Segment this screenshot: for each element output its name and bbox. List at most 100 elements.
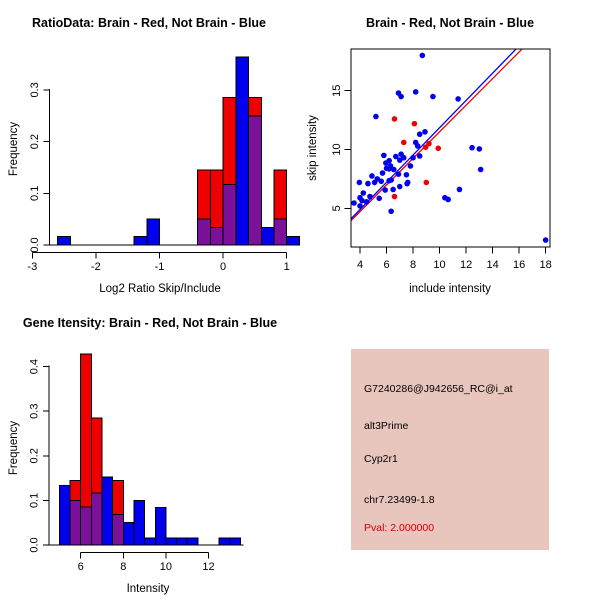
- scatter-point-blue: [376, 195, 383, 202]
- hist-bar-blue: [57, 236, 71, 246]
- scatter-point-blue: [477, 166, 484, 173]
- scatter-point-blue: [542, 237, 549, 243]
- hist-bar-blue: [186, 537, 199, 546]
- scatter-point-red: [411, 120, 418, 127]
- scatter-point-red: [391, 193, 398, 200]
- hist-bar-blue: [165, 537, 178, 546]
- y-tick-label: 0.0: [29, 237, 41, 252]
- x-axis-label: Intensity: [127, 583, 170, 595]
- x-tick-label: -2: [91, 261, 101, 273]
- scatter-point-red: [422, 144, 429, 150]
- hist-bar-overlap: [209, 226, 224, 246]
- scatter-point-blue: [393, 153, 399, 160]
- x-tick-label: 10: [160, 561, 172, 573]
- brain-fit-line: [351, 49, 523, 222]
- scatter-point-blue: [371, 179, 378, 186]
- plot-area: [351, 49, 549, 243]
- scatter-point-blue: [369, 173, 375, 179]
- scatter-point-blue: [403, 171, 410, 178]
- scatter-point-blue: [373, 113, 379, 120]
- scatter-point-blue: [412, 89, 419, 95]
- x-axis-label: Log2 Ratio Skip/Include: [99, 283, 220, 295]
- x-tick-label: 4: [357, 259, 363, 271]
- y-tick-label: 0.3: [29, 404, 41, 419]
- scatter-point-blue: [378, 178, 385, 185]
- hist-bar-blue: [133, 499, 146, 546]
- panel-info-box: G7240286@J942656_RC@i_at alt3Prime Cyp2r…: [300, 300, 600, 600]
- x-tick-label: 0: [220, 261, 226, 273]
- hist-bar-blue: [58, 485, 71, 546]
- plot-box: [350, 48, 551, 248]
- scatter-point-blue: [390, 186, 396, 193]
- scatter-point-blue: [388, 208, 394, 215]
- scatter-point-blue: [381, 152, 387, 159]
- scatter-point-blue: [365, 180, 371, 187]
- hist-bar-overlap: [197, 218, 211, 246]
- hist-bar-overlap: [248, 115, 262, 246]
- scatter-point-blue: [396, 183, 403, 190]
- not-brain-fit-line: [351, 49, 517, 220]
- scatter-point-blue: [395, 171, 402, 177]
- y-tick-label: 0.1: [29, 186, 41, 201]
- splice-type-text: alt3Prime: [364, 420, 409, 432]
- scatter-point-blue: [419, 52, 426, 59]
- chart-title: RatioData: Brain - Red, Not Brain - Blue: [32, 16, 266, 30]
- hist-bar-blue: [286, 236, 300, 246]
- hist-bar-blue: [146, 218, 160, 246]
- scatter-point-blue: [382, 187, 388, 193]
- panel-gene-histogram: Gene Itensity: Brain - Red, Not Brain - …: [0, 300, 300, 600]
- x-tick-label: -1: [155, 261, 165, 273]
- scatter-point-blue: [356, 179, 363, 186]
- hist-bar-blue: [235, 56, 250, 246]
- probe-id-text: G7240286@J942656_RC@i_at: [364, 383, 513, 395]
- hist-bar-blue: [229, 537, 241, 546]
- scatter-point-blue: [396, 157, 403, 163]
- chart-title: Gene Itensity: Brain - Red, Not Brain - …: [23, 316, 277, 330]
- x-tick-label: 8: [410, 259, 416, 271]
- hist-bar-blue: [122, 522, 135, 546]
- x-tick-label: 12: [202, 561, 214, 573]
- pval-text: Pval: 2.000000: [364, 522, 435, 534]
- hist-bar-overlap: [112, 514, 124, 546]
- x-tick-label: 10: [433, 259, 445, 271]
- scatter-point-blue: [363, 199, 370, 205]
- hist-bar-overlap: [273, 218, 288, 246]
- hist-bar-blue: [101, 476, 114, 546]
- scatter-point-blue: [416, 131, 423, 138]
- y-tick-label: 5: [331, 205, 343, 211]
- scatter-point-blue: [360, 190, 367, 196]
- scatter-point-red: [435, 145, 442, 152]
- ratio-histogram-chart: RatioData: Brain - Red, Not Brain - Blue…: [8, 16, 300, 295]
- y-tick-label: 0.0: [29, 537, 41, 552]
- scatter-point-blue: [410, 154, 416, 161]
- y-tick-label: 10: [331, 143, 343, 155]
- y-tick-label: 0.3: [29, 82, 41, 97]
- scatter-point-blue: [391, 166, 397, 173]
- x-tick-label: 6: [78, 561, 84, 573]
- scatter-point-blue: [414, 143, 421, 149]
- scatter-point-red: [426, 140, 432, 147]
- scatter-point-blue: [386, 166, 392, 172]
- hist-bar-overlap: [222, 184, 237, 246]
- y-tick-label: 15: [331, 85, 343, 97]
- scatter-point-blue: [357, 203, 363, 209]
- locus-text: chr7.23499-1.8: [364, 494, 435, 506]
- scatter-point-blue: [379, 170, 386, 176]
- scatter-point-blue: [476, 146, 483, 152]
- scatter-point-blue: [407, 163, 414, 169]
- hist-bar-blue: [176, 537, 188, 546]
- scatter-point-blue: [383, 160, 389, 166]
- panel-ratio-histogram: RatioData: Brain - Red, Not Brain - Blue…: [0, 0, 300, 300]
- scatter-point-red: [400, 139, 407, 146]
- y-tick-label: 0.2: [29, 448, 41, 463]
- x-tick-label: 12: [460, 259, 472, 271]
- x-axis-label: include intensity: [409, 283, 491, 295]
- y-tick-label: 0.1: [29, 493, 41, 508]
- hist-bar-blue: [133, 236, 148, 246]
- gene-histogram-chart: Gene Itensity: Brain - Red, Not Brain - …: [8, 316, 277, 595]
- hist-bar-blue: [144, 537, 156, 546]
- y-axis-label: Frequency: [8, 421, 20, 476]
- scatter-point-blue: [445, 196, 451, 203]
- scatter-point-blue: [398, 93, 404, 100]
